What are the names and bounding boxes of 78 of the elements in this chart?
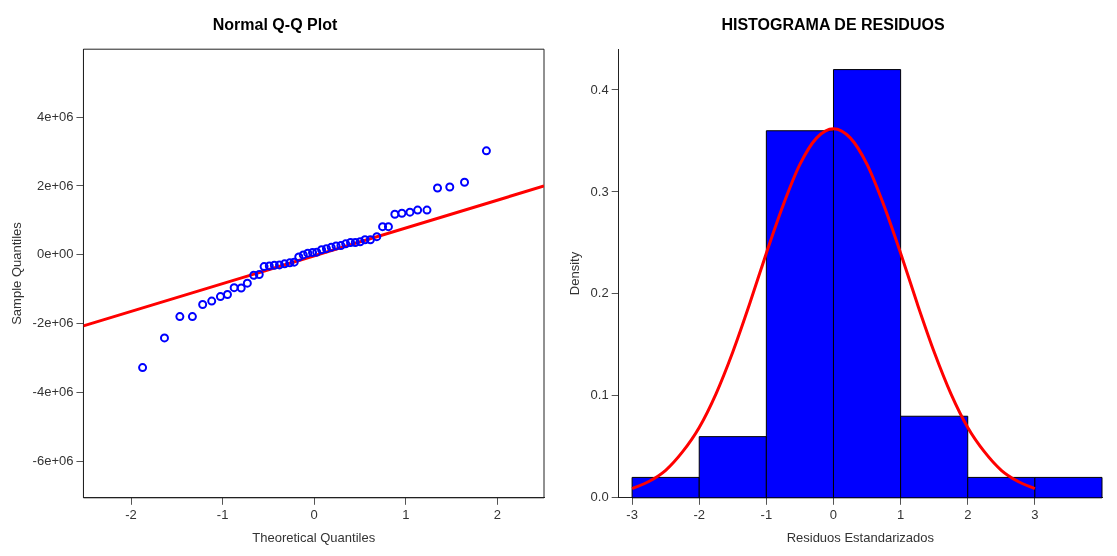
point bbox=[365, 235, 375, 245]
point bbox=[346, 237, 356, 247]
point bbox=[433, 183, 443, 193]
point bbox=[336, 241, 346, 251]
point bbox=[236, 283, 246, 293]
point bbox=[259, 262, 269, 272]
point bbox=[422, 205, 432, 215]
x-tick-label: 0 bbox=[829, 507, 838, 523]
point bbox=[215, 292, 225, 302]
x-tick-label: 3 bbox=[1031, 507, 1039, 523]
point bbox=[397, 208, 407, 218]
y-tick-label: -2e+06 bbox=[32, 315, 74, 331]
point bbox=[187, 312, 197, 322]
point bbox=[317, 245, 327, 255]
x-tick-label: 1 bbox=[402, 507, 410, 523]
x-tick-label: -3 bbox=[626, 507, 638, 523]
y-tick-label: 0.3 bbox=[590, 183, 609, 199]
point bbox=[289, 257, 299, 267]
point bbox=[460, 177, 470, 187]
x-tick-label: 0 bbox=[310, 507, 318, 523]
point bbox=[264, 261, 274, 271]
line-series bbox=[630, 127, 1037, 491]
y-tick-label: 2e+06 bbox=[36, 177, 74, 193]
point bbox=[222, 290, 232, 300]
point bbox=[355, 237, 365, 247]
point bbox=[254, 270, 264, 280]
point bbox=[175, 312, 185, 322]
point bbox=[390, 209, 400, 219]
point bbox=[383, 222, 393, 232]
point bbox=[308, 247, 318, 257]
y-tick-label: 0.2 bbox=[590, 285, 609, 301]
x-axis-title: Residuos Estandarizados bbox=[786, 529, 935, 545]
x-tick-label: -1 bbox=[760, 507, 773, 523]
y-tick-label: 0.1 bbox=[590, 387, 609, 403]
point bbox=[372, 232, 382, 242]
point bbox=[350, 237, 360, 247]
point bbox=[285, 258, 295, 268]
y-tick-label: -4e+06 bbox=[32, 384, 74, 400]
point bbox=[331, 241, 341, 251]
y-axis-title: Sample Quantiles bbox=[9, 221, 25, 325]
point bbox=[207, 296, 217, 306]
point bbox=[249, 270, 259, 280]
x-tick-label: -2 bbox=[125, 507, 137, 523]
point bbox=[481, 146, 491, 156]
y-axis-title: Density bbox=[567, 251, 583, 296]
point bbox=[413, 205, 423, 215]
point bbox=[405, 207, 415, 217]
x-axis-title: Theoretical Quantiles bbox=[252, 529, 376, 545]
y-tick-label: 0.4 bbox=[590, 81, 609, 97]
point bbox=[378, 222, 388, 232]
point bbox=[274, 260, 284, 270]
point bbox=[341, 239, 351, 249]
point bbox=[138, 363, 148, 373]
point bbox=[159, 333, 169, 343]
y-tick-label: 4e+06 bbox=[36, 108, 74, 124]
point bbox=[303, 248, 313, 258]
point bbox=[321, 244, 331, 254]
x-tick-label: 2 bbox=[964, 507, 972, 523]
point bbox=[242, 278, 252, 288]
y-tick-label: -6e+06 bbox=[32, 453, 74, 469]
point bbox=[445, 182, 455, 192]
x-tick-label: -1 bbox=[216, 507, 229, 523]
point bbox=[360, 235, 370, 245]
x-tick-label: 2 bbox=[493, 507, 501, 523]
point bbox=[229, 283, 239, 293]
point bbox=[294, 252, 304, 262]
y-tick-label: 0.0 bbox=[590, 489, 609, 505]
point bbox=[326, 242, 336, 252]
x-tick-label: 1 bbox=[897, 507, 905, 523]
y-tick-label: 0e+00 bbox=[36, 246, 74, 262]
point bbox=[280, 259, 290, 269]
point bbox=[198, 300, 208, 310]
x-tick-label: -2 bbox=[693, 507, 706, 523]
point bbox=[312, 247, 322, 257]
point bbox=[269, 260, 279, 270]
chart-title: Normal Q-Q Plot bbox=[212, 16, 338, 34]
point bbox=[298, 250, 308, 260]
chart-title: HISTOGRAMA DE RESIDUOS bbox=[721, 16, 945, 34]
